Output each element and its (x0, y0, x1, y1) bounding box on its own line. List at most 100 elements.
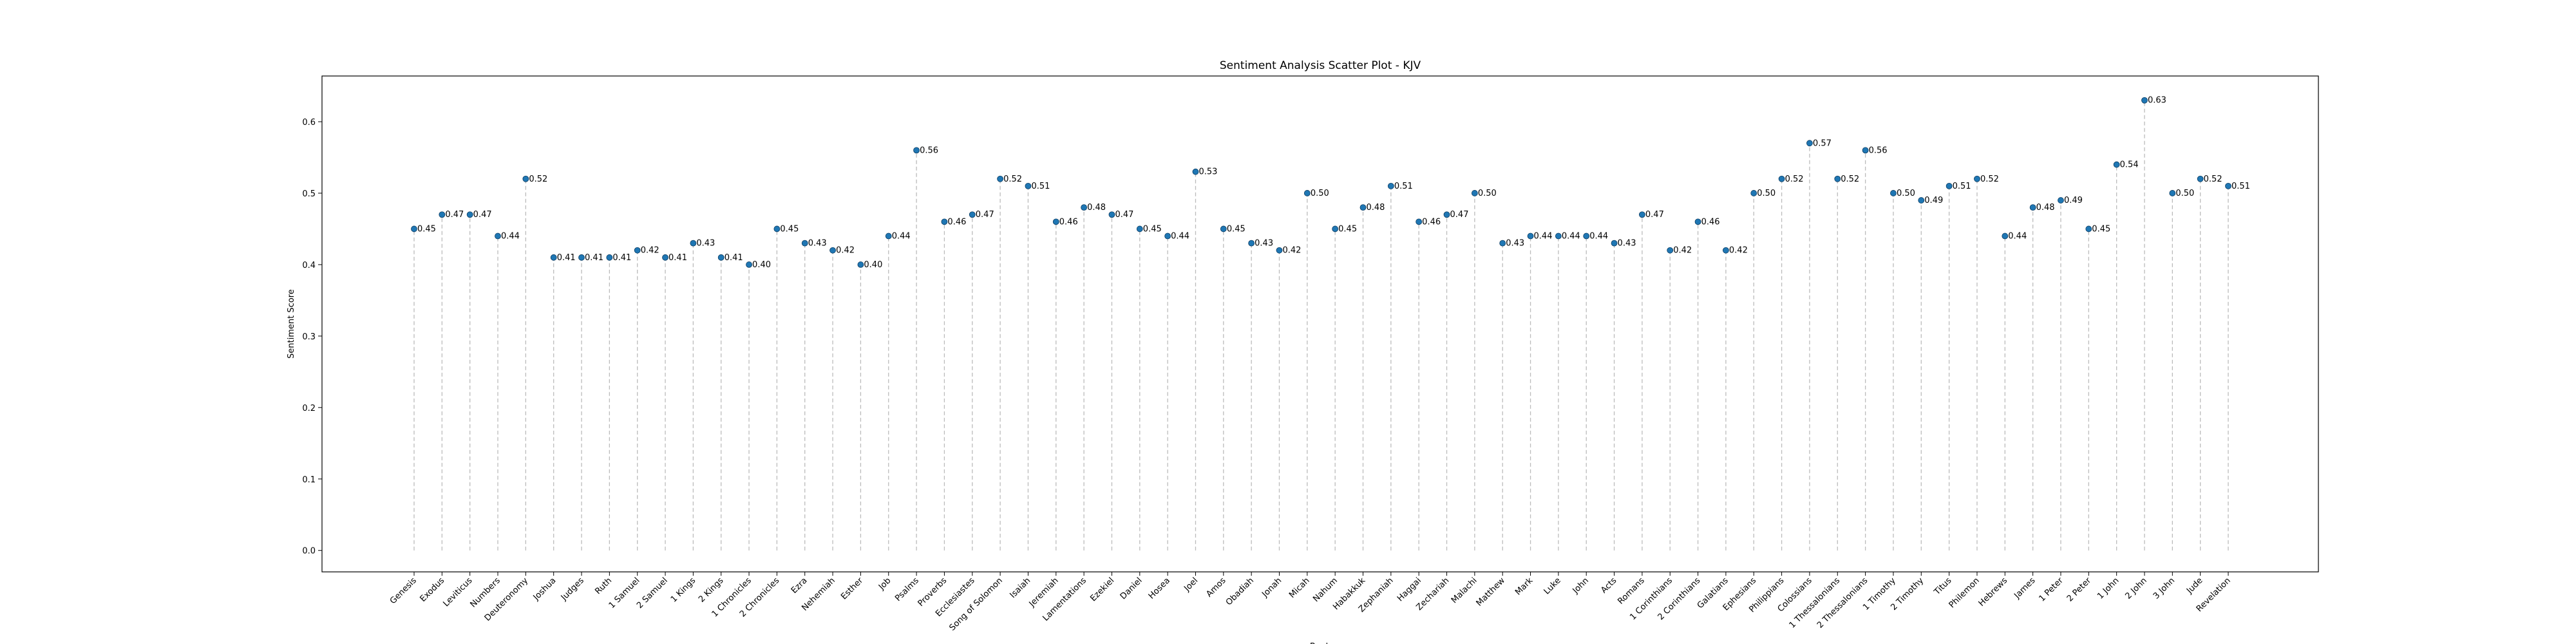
point (1052, 218, 1059, 225)
point (2169, 190, 2176, 196)
value-label: 0.40 (752, 260, 771, 270)
point (1778, 175, 1785, 182)
point (997, 175, 1004, 182)
point (495, 232, 501, 240)
value-label: 0.42 (1673, 246, 1692, 256)
value-label: 0.41 (612, 253, 631, 263)
point (885, 232, 892, 240)
point (2141, 97, 2148, 104)
value-label: 0.44 (1589, 232, 1608, 242)
point (634, 247, 641, 254)
value-label: 0.50 (2175, 189, 2194, 198)
y-tick-label: 0.5 (302, 189, 316, 199)
value-label: 0.42 (836, 246, 855, 256)
value-label: 0.41 (557, 253, 576, 263)
point (439, 211, 446, 218)
point (2002, 232, 2009, 240)
point (2225, 182, 2231, 189)
point (1527, 232, 1534, 240)
point (1192, 168, 1199, 175)
value-label: 0.43 (1506, 239, 1524, 249)
value-label: 0.50 (1757, 189, 1776, 198)
value-label: 0.42 (641, 246, 659, 256)
point (550, 254, 557, 261)
value-label: 0.53 (1198, 167, 1217, 177)
point (2085, 225, 2092, 232)
point (1890, 190, 1897, 196)
value-label: 0.43 (1618, 239, 1636, 249)
point (662, 254, 668, 261)
value-label: 0.45 (1227, 224, 1245, 234)
value-label: 0.56 (920, 146, 938, 155)
value-label: 0.41 (668, 253, 687, 263)
value-label: 0.52 (1003, 175, 1022, 184)
y-tick-label: 0.0 (302, 547, 316, 556)
value-label: 0.52 (1785, 175, 1804, 184)
value-label: 0.57 (1813, 138, 1832, 148)
point (578, 254, 585, 261)
point (1583, 232, 1590, 240)
point (857, 261, 864, 268)
value-label: 0.48 (1087, 203, 1106, 213)
value-label: 0.42 (1282, 246, 1301, 256)
point (941, 218, 948, 225)
value-label: 0.44 (892, 232, 911, 242)
point (1303, 190, 1311, 196)
point (1862, 147, 1869, 154)
value-label: 0.47 (1115, 210, 1133, 220)
y-tick-label: 0.6 (302, 118, 316, 128)
point (1946, 182, 1953, 189)
point (1332, 225, 1339, 232)
value-label: 0.47 (473, 210, 492, 220)
point (1025, 182, 1032, 189)
value-label: 0.50 (1478, 189, 1497, 198)
x-axis-label: Book (1310, 642, 1331, 644)
value-label: 0.42 (1729, 246, 1748, 256)
value-label: 0.45 (780, 224, 799, 234)
value-label: 0.44 (1562, 232, 1580, 242)
value-label: 0.46 (947, 217, 966, 227)
value-label: 0.40 (864, 260, 882, 270)
value-label: 0.44 (2008, 232, 2027, 242)
value-label: 0.41 (585, 253, 603, 263)
point (1611, 240, 1618, 247)
y-tick-label: 0.2 (302, 404, 316, 413)
value-label: 0.43 (808, 239, 827, 249)
point (2058, 197, 2064, 204)
value-label: 0.45 (2092, 224, 2110, 234)
point (1918, 197, 1925, 204)
point (913, 147, 920, 154)
point (606, 254, 613, 261)
value-label: 0.45 (1143, 224, 1162, 234)
value-label: 0.51 (1031, 182, 1050, 191)
value-label: 0.47 (976, 210, 994, 220)
y-axis-label: Sentiment Score (287, 289, 296, 359)
value-label: 0.51 (1953, 182, 1971, 191)
point (801, 240, 808, 247)
value-label: 0.43 (696, 239, 715, 249)
point (1387, 182, 1394, 189)
value-label: 0.46 (1059, 217, 1078, 227)
value-label: 0.49 (1924, 196, 1943, 205)
value-label: 0.46 (1422, 217, 1441, 227)
point (690, 240, 697, 247)
point (1248, 240, 1255, 247)
point (2029, 204, 2036, 211)
plot-frame (321, 75, 2319, 573)
point (1750, 190, 1757, 196)
chart-title: Sentiment Analysis Scatter Plot - KJV (1220, 59, 1421, 72)
point (1416, 218, 1423, 225)
value-label: 0.52 (1980, 175, 1999, 184)
value-label: 0.44 (1534, 232, 1553, 242)
value-label: 0.51 (1394, 182, 1413, 191)
value-label: 0.46 (1701, 217, 1720, 227)
point (1081, 204, 1088, 211)
point (1108, 211, 1115, 218)
value-label: 0.56 (1869, 146, 1888, 155)
point (1136, 225, 1143, 232)
value-label: 0.45 (417, 224, 436, 234)
point (1834, 175, 1841, 182)
point (1806, 140, 1813, 147)
value-label: 0.41 (724, 253, 743, 263)
